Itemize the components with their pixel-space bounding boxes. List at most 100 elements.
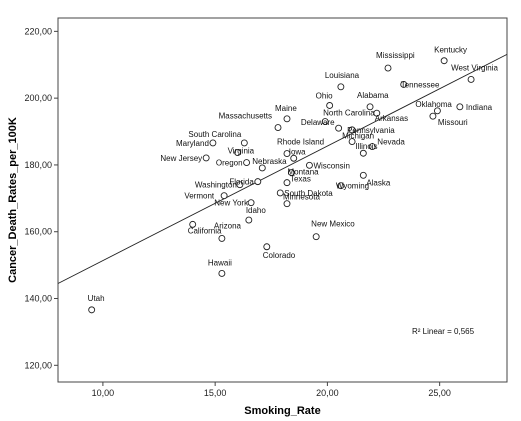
x-axis-ticks: 10,00 15,00 20,00 25,00 bbox=[92, 382, 451, 398]
point-label: Indiana bbox=[466, 103, 493, 112]
point-label: Delaware bbox=[301, 118, 335, 127]
point-label: Minnesota bbox=[283, 193, 320, 202]
data-points bbox=[88, 57, 475, 314]
point-label: Illinois bbox=[355, 142, 377, 151]
x-axis-title: Smoking_Rate bbox=[244, 405, 320, 417]
point-label: Nebraska bbox=[252, 157, 287, 166]
point-label: New Jersey bbox=[160, 154, 202, 163]
point-label: California bbox=[188, 226, 222, 235]
data-point bbox=[321, 118, 329, 125]
y-tick-label: 140,00 bbox=[24, 294, 52, 304]
point-label: Mississippi bbox=[376, 51, 415, 60]
point-label: New York bbox=[214, 199, 249, 208]
point-label: Colorado bbox=[263, 251, 296, 260]
data-point bbox=[220, 192, 228, 200]
point-label: Wisconsin bbox=[313, 161, 349, 170]
data-point bbox=[288, 169, 295, 177]
point-label: Virginia bbox=[228, 147, 255, 156]
point-label: New Mexico bbox=[311, 220, 355, 229]
point-label: Alaska bbox=[366, 178, 391, 187]
data-point bbox=[440, 57, 448, 65]
x-tick-label: 25,00 bbox=[428, 388, 451, 398]
data-point bbox=[243, 159, 251, 167]
data-point bbox=[283, 179, 291, 187]
data-point bbox=[283, 200, 291, 208]
x-tick-label: 20,00 bbox=[316, 388, 339, 398]
point-label: Idaho bbox=[246, 206, 267, 215]
point-labels: Kentucky Mississippi West Virginia Tennesse… bbox=[88, 46, 499, 303]
data-point bbox=[368, 143, 376, 151]
y-axis-title: Cancer_Death_Rates_per_100K bbox=[7, 117, 19, 283]
data-point bbox=[218, 270, 226, 277]
data-point bbox=[433, 107, 441, 115]
point-label: Rhode Island bbox=[277, 138, 324, 147]
y-axis-ticks: 120,00 140,00 160,00 180,00 200,00 220,00 bbox=[24, 26, 58, 370]
data-point bbox=[218, 234, 226, 242]
fit-line bbox=[57, 53, 508, 284]
data-point bbox=[429, 112, 437, 120]
point-label: Missouri bbox=[438, 118, 468, 127]
data-point bbox=[274, 124, 282, 131]
data-point bbox=[234, 149, 242, 157]
data-point bbox=[258, 164, 266, 172]
point-label: Arkansas bbox=[375, 114, 408, 123]
x-tick-label: 10,00 bbox=[92, 388, 115, 398]
point-label: Hawaii bbox=[208, 258, 232, 267]
data-point bbox=[312, 233, 320, 241]
point-label: Massachusetts bbox=[219, 112, 272, 121]
data-point bbox=[467, 75, 475, 83]
y-tick-label: 220,00 bbox=[24, 26, 52, 36]
point-label: Nevada bbox=[377, 138, 405, 147]
point-label: Oklahoma bbox=[415, 100, 452, 109]
data-point bbox=[189, 220, 197, 228]
y-tick-label: 120,00 bbox=[24, 360, 52, 370]
data-point bbox=[400, 81, 408, 88]
data-point bbox=[245, 216, 253, 224]
point-label: Arizona bbox=[214, 221, 242, 230]
data-point bbox=[263, 243, 271, 251]
data-point bbox=[305, 161, 313, 169]
data-point bbox=[88, 306, 96, 314]
data-point bbox=[348, 126, 356, 134]
point-label: Florida bbox=[229, 178, 254, 187]
data-point bbox=[283, 150, 291, 158]
y-tick-label: 200,00 bbox=[24, 93, 52, 103]
y-tick-label: 160,00 bbox=[24, 227, 52, 237]
point-label: Texas bbox=[290, 175, 311, 184]
data-point bbox=[254, 178, 262, 186]
point-label: Alabama bbox=[357, 91, 389, 100]
point-label: Michigan bbox=[342, 132, 374, 141]
point-label: Maryland bbox=[176, 139, 209, 148]
point-label: North Carolina bbox=[323, 109, 375, 118]
point-label: Montana bbox=[287, 168, 319, 177]
data-point bbox=[373, 109, 381, 117]
data-point bbox=[240, 139, 248, 147]
point-label: South Carolina bbox=[188, 130, 241, 139]
data-point bbox=[359, 149, 367, 157]
data-point bbox=[276, 189, 284, 197]
x-tick-label: 15,00 bbox=[204, 388, 227, 398]
plot-area-frame bbox=[57, 17, 508, 383]
point-label: Oregon bbox=[216, 159, 243, 168]
data-point bbox=[236, 181, 244, 189]
point-label: Pennsylvania bbox=[347, 126, 395, 135]
point-label: Vermont bbox=[184, 192, 215, 201]
point-label: Wyoming bbox=[336, 182, 369, 191]
data-point bbox=[359, 171, 367, 179]
point-label: Washington bbox=[195, 181, 237, 190]
point-label: Iowa bbox=[289, 147, 306, 156]
data-point bbox=[366, 103, 374, 111]
point-label: Louisiana bbox=[325, 71, 360, 80]
data-point bbox=[384, 64, 392, 72]
data-point bbox=[283, 115, 291, 123]
data-point bbox=[337, 182, 345, 190]
data-point bbox=[456, 103, 464, 111]
data-point bbox=[326, 102, 334, 109]
data-point bbox=[247, 199, 255, 207]
point-label: Tennessee bbox=[401, 80, 440, 89]
point-label: Maine bbox=[275, 104, 297, 113]
data-point bbox=[337, 83, 345, 91]
data-point bbox=[209, 139, 217, 147]
data-point bbox=[348, 138, 356, 146]
